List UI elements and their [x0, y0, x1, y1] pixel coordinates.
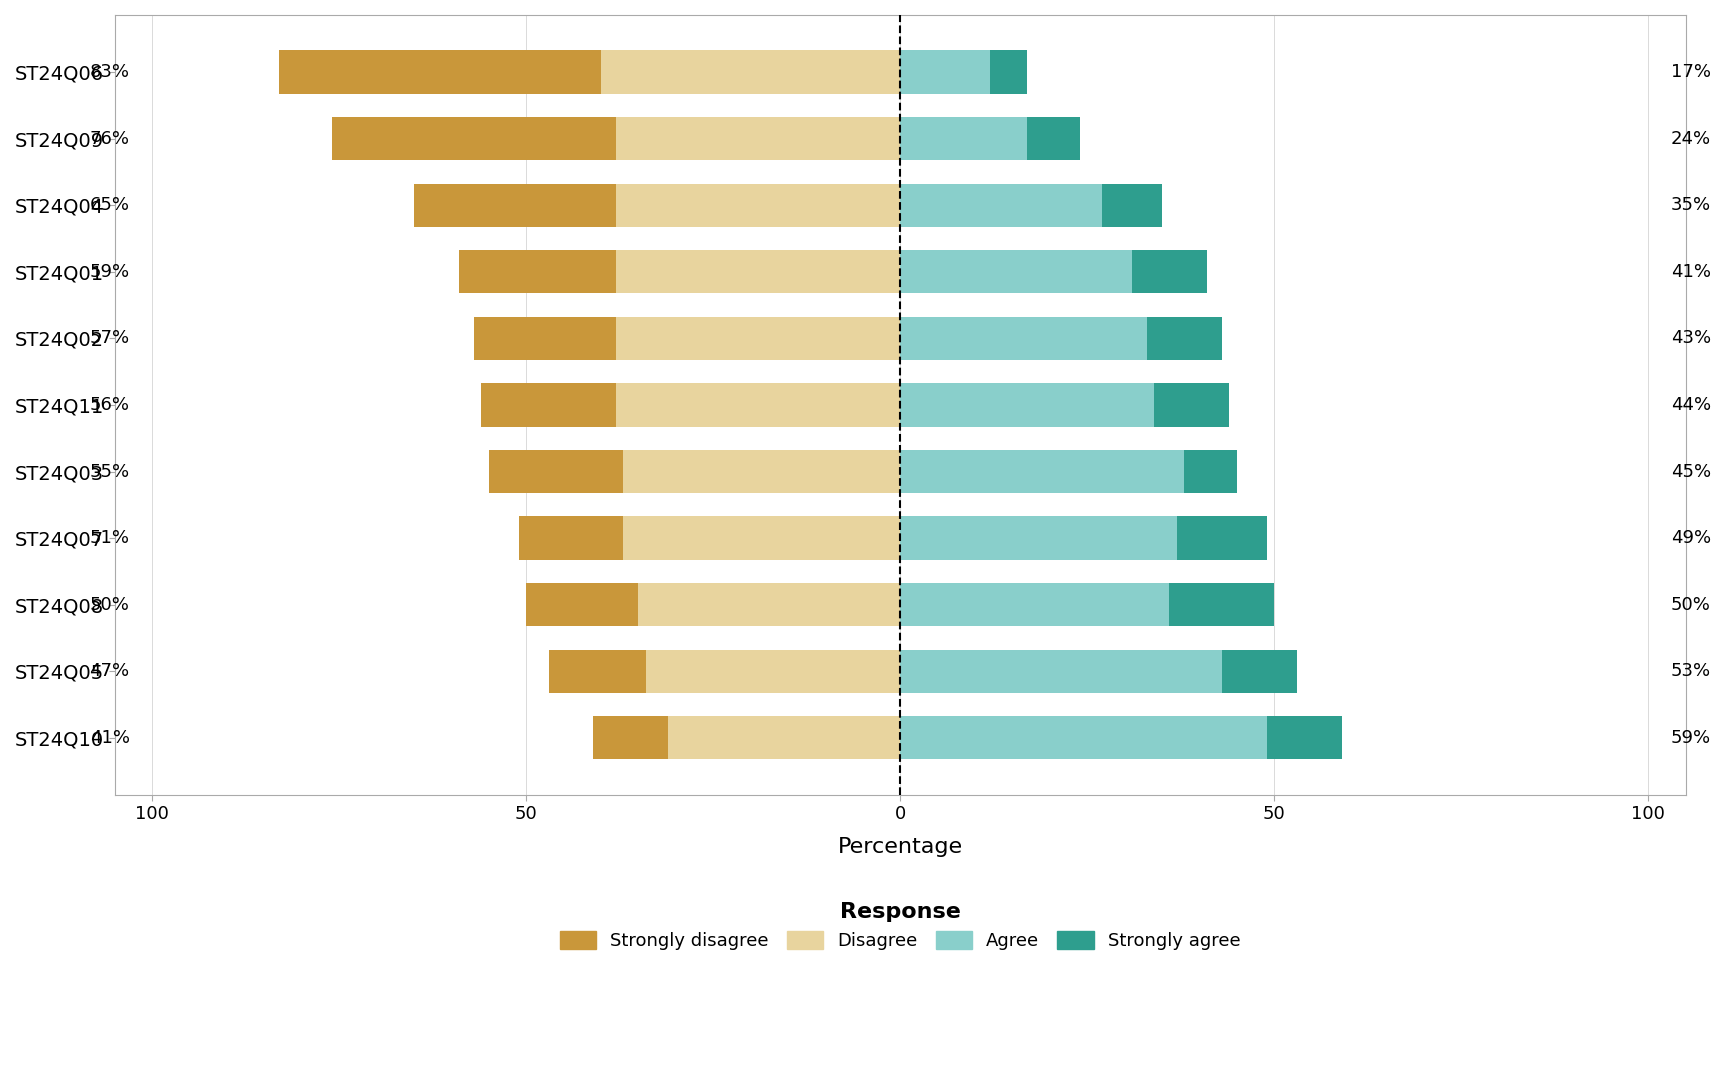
Bar: [900, 250, 1132, 293]
Bar: [548, 650, 646, 692]
Bar: [615, 184, 900, 227]
Bar: [638, 583, 900, 626]
Text: 41%: 41%: [1671, 262, 1711, 281]
X-axis label: Percentage: Percentage: [838, 838, 962, 857]
Bar: [593, 716, 669, 760]
Bar: [1102, 184, 1161, 227]
Text: 53%: 53%: [1671, 663, 1711, 681]
Bar: [1028, 117, 1080, 160]
Bar: [415, 184, 615, 227]
Text: 35%: 35%: [1671, 196, 1711, 214]
Bar: [1147, 317, 1222, 360]
Bar: [900, 184, 1102, 227]
Text: 17%: 17%: [1671, 63, 1711, 81]
Bar: [458, 250, 615, 293]
Bar: [615, 117, 900, 160]
Text: 51%: 51%: [90, 529, 130, 547]
Bar: [900, 583, 1170, 626]
Bar: [900, 50, 990, 94]
Text: 43%: 43%: [1671, 330, 1711, 348]
Text: 47%: 47%: [90, 663, 130, 681]
Text: 65%: 65%: [90, 196, 130, 214]
Text: 83%: 83%: [90, 63, 130, 81]
Bar: [669, 716, 900, 760]
Text: 57%: 57%: [90, 330, 130, 348]
Text: 49%: 49%: [1671, 529, 1711, 547]
Text: 50%: 50%: [90, 595, 130, 614]
Bar: [900, 650, 1222, 692]
Bar: [900, 317, 1147, 360]
Bar: [1222, 650, 1296, 692]
Bar: [332, 117, 615, 160]
Bar: [1184, 450, 1237, 493]
Text: 44%: 44%: [1671, 396, 1711, 414]
Bar: [900, 383, 1154, 427]
Text: 59%: 59%: [1671, 729, 1711, 747]
Bar: [280, 50, 601, 94]
Bar: [480, 383, 615, 427]
Bar: [646, 650, 900, 692]
Text: 41%: 41%: [90, 729, 130, 747]
Bar: [1177, 516, 1267, 560]
Text: 56%: 56%: [90, 396, 130, 414]
Bar: [615, 250, 900, 293]
Text: 55%: 55%: [90, 462, 130, 480]
Bar: [900, 117, 1028, 160]
Bar: [990, 50, 1028, 94]
Bar: [1170, 583, 1274, 626]
Bar: [900, 516, 1177, 560]
Bar: [1154, 383, 1229, 427]
Bar: [900, 716, 1267, 760]
Text: 45%: 45%: [1671, 462, 1711, 480]
Text: 76%: 76%: [90, 130, 130, 147]
Bar: [624, 516, 900, 560]
Bar: [1267, 716, 1341, 760]
Bar: [489, 450, 624, 493]
Bar: [518, 516, 624, 560]
Bar: [615, 317, 900, 360]
Bar: [624, 450, 900, 493]
Bar: [525, 583, 638, 626]
Bar: [601, 50, 900, 94]
Bar: [1132, 250, 1206, 293]
Text: 24%: 24%: [1671, 130, 1711, 147]
Bar: [900, 450, 1184, 493]
Bar: [615, 383, 900, 427]
Bar: [473, 317, 615, 360]
Legend: Strongly disagree, Disagree, Agree, Strongly agree: Strongly disagree, Disagree, Agree, Stro…: [553, 894, 1248, 957]
Text: 50%: 50%: [1671, 595, 1711, 614]
Text: 59%: 59%: [90, 262, 130, 281]
